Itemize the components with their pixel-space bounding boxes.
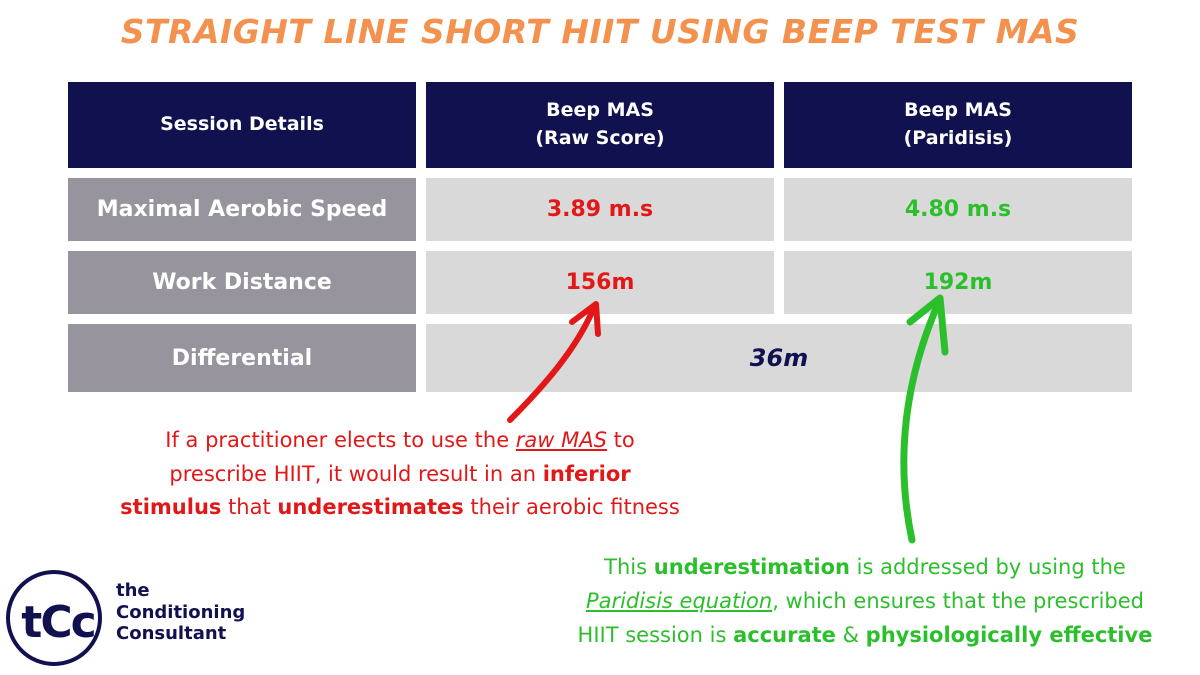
mas-paridisis-cell: 4.80 m.s: [784, 178, 1132, 241]
mas-raw-cell: 3.89 m.s: [426, 178, 774, 241]
red-arrow-icon: [507, 309, 595, 423]
raw-note-emphasis: raw MAS: [515, 428, 607, 452]
header-session-details-label: Session Details: [160, 113, 324, 136]
mas-label: Maximal Aerobic Speed: [96, 197, 388, 222]
par-note-text: &: [835, 623, 866, 648]
par-note-bold: accurate: [733, 623, 836, 648]
row-label-differential: Differential: [68, 324, 416, 392]
par-note-text: This: [604, 555, 654, 579]
logo-line1: the: [116, 580, 150, 601]
logo-wordmark: the Conditioning Consultant: [116, 580, 245, 645]
row-label-mas: Maximal Aerobic Speed: [68, 178, 416, 241]
par-note-text: is addressed by using the: [849, 555, 1126, 579]
header-session-details: Session Details: [68, 82, 416, 168]
header-par-line1: Beep MAS: [904, 99, 1012, 122]
mas-raw-value: 3.89 m.s: [546, 197, 654, 222]
par-note-text: , which ensures that the prescribed: [772, 589, 1145, 614]
green-arrowhead-icon: [906, 294, 949, 356]
raw-note-text: to: [606, 428, 635, 452]
header-raw-line1: Beep MAS: [546, 99, 654, 122]
paridisis-note: This underestimation is addressed by usi…: [540, 550, 1190, 652]
green-arrow-icon: [900, 300, 942, 544]
red-arrowhead-icon: [569, 301, 601, 337]
par-note-emphasis: Paridisis equation: [585, 589, 773, 614]
raw-note-bold: inferior: [542, 461, 631, 486]
raw-note-text: If a practitioner elects to use the: [165, 428, 516, 452]
raw-note-bold: stimulus: [120, 495, 222, 520]
page-title: STRAIGHT LINE SHORT HIIT USING BEEP TEST…: [120, 12, 1080, 51]
par-note-bold: physiologically effective: [865, 623, 1153, 648]
header-raw-score: Beep MAS (Raw Score): [426, 82, 774, 168]
mas-paridisis-value: 4.80 m.s: [904, 197, 1012, 222]
distance-raw-cell: 156m: [426, 251, 774, 314]
par-note-text: HIIT session is: [577, 623, 734, 648]
raw-mas-note: If a practitioner elects to use the raw …: [80, 424, 720, 525]
raw-note-text: their aerobic fitness: [463, 495, 680, 520]
logo-letters: tCc: [21, 596, 96, 648]
differential-value: 36m: [749, 344, 809, 372]
differential-label: Differential: [171, 345, 313, 371]
raw-note-bold: underestimates: [277, 495, 464, 520]
distance-paridisis-cell: 192m: [784, 251, 1132, 314]
header-par-line2: (Paridisis): [903, 127, 1013, 149]
header-paridisis: Beep MAS (Paridisis): [784, 82, 1132, 168]
logo-line2: Conditioning: [116, 601, 246, 623]
distance-raw-value: 156m: [565, 270, 635, 295]
raw-note-text: prescribe HIIT, it would result in an: [169, 461, 543, 486]
raw-note-text: that: [221, 495, 278, 520]
distance-label: Work Distance: [152, 270, 332, 295]
header-raw-line2: (Raw Score): [535, 127, 665, 149]
row-label-distance: Work Distance: [68, 251, 416, 314]
distance-paridisis-value: 192m: [923, 270, 993, 295]
logo-line3: Consultant: [116, 623, 227, 645]
logo: tCc: [6, 570, 102, 666]
par-note-bold: underestimation: [653, 555, 850, 579]
